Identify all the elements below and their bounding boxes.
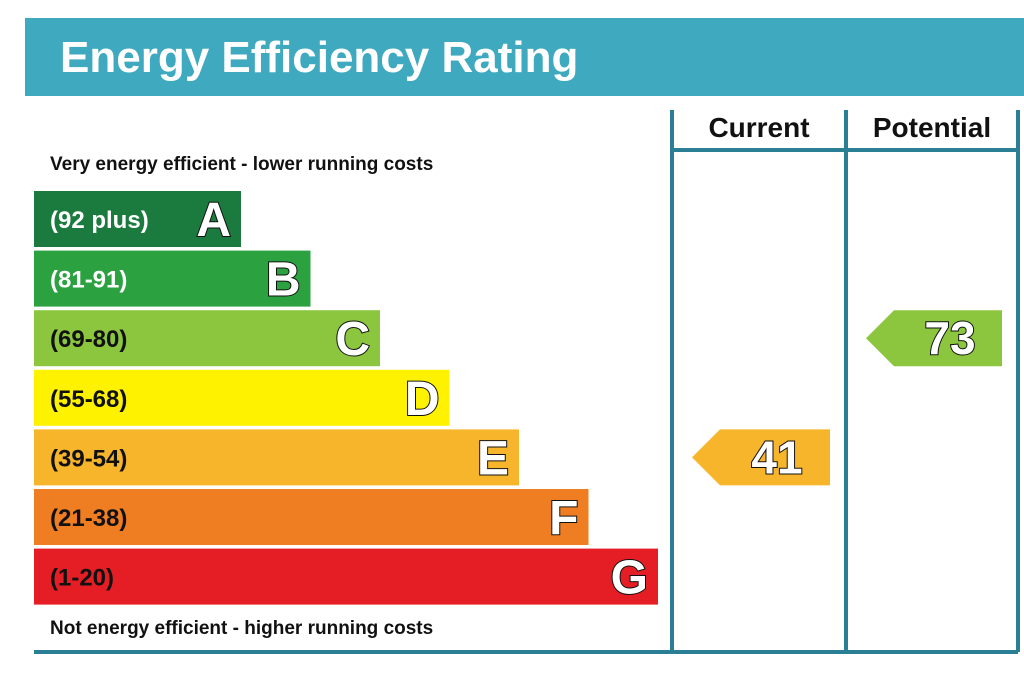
band-a: (92 plus) A: [34, 191, 241, 248]
band-bar-a: [34, 191, 241, 247]
rating-markers: 41 73: [692, 310, 1002, 486]
band-range-g: (1-20): [50, 565, 114, 592]
column-header-potential: Potential: [873, 112, 991, 143]
band-range-d: (55-68): [50, 386, 127, 413]
band-bar-c: [34, 310, 380, 367]
band-range-c: (69-80): [50, 326, 127, 353]
rating-value-current: 41: [751, 431, 802, 483]
band-range-e: (39-54): [50, 445, 127, 472]
band-letter-b: B: [266, 254, 301, 307]
rating-value-potential: 73: [924, 312, 975, 364]
band-range-f: (21-38): [50, 505, 127, 532]
band-letter-e: E: [477, 432, 509, 485]
band-letter-a: A: [196, 194, 231, 247]
rating-bands: (92 plus) A(81-91) B(69-80) C(55-68) D(39-54…: [34, 191, 658, 606]
table-frame: [34, 110, 1020, 654]
band-bar-e: [34, 429, 519, 486]
band-bar-d: [34, 369, 450, 426]
band-letter-g: G: [611, 552, 648, 605]
rating-potential: 73: [866, 310, 1002, 367]
band-e: (39-54) E: [34, 429, 519, 486]
title-bar: [25, 18, 1024, 96]
bottom-caption: Not energy efficient - higher running co…: [50, 618, 433, 639]
band-range-b: (81-91): [50, 267, 127, 294]
chart-title: Energy Efficiency Rating: [60, 33, 578, 82]
band-range-a: (92 plus): [50, 207, 149, 234]
rating-arrow-potential: [866, 310, 1002, 367]
band-bar-f: [34, 489, 589, 545]
column-header-current: Current: [708, 112, 809, 143]
band-bar-g: [34, 548, 658, 605]
band-letter-f: F: [549, 492, 578, 545]
band-b: (81-91) B: [34, 250, 311, 308]
band-c: (69-80) C: [34, 310, 380, 367]
rating-current: 41: [692, 429, 830, 486]
band-f: (21-38) F: [34, 489, 589, 546]
band-d: (55-68) D: [34, 369, 450, 427]
top-caption: Very energy efficient - lower running co…: [50, 154, 433, 175]
band-letter-d: D: [405, 373, 440, 426]
band-letter-c: C: [335, 313, 370, 366]
band-g: (1-20) G: [34, 548, 658, 606]
rating-arrow-current: [692, 429, 830, 486]
band-bar-b: [34, 250, 311, 307]
